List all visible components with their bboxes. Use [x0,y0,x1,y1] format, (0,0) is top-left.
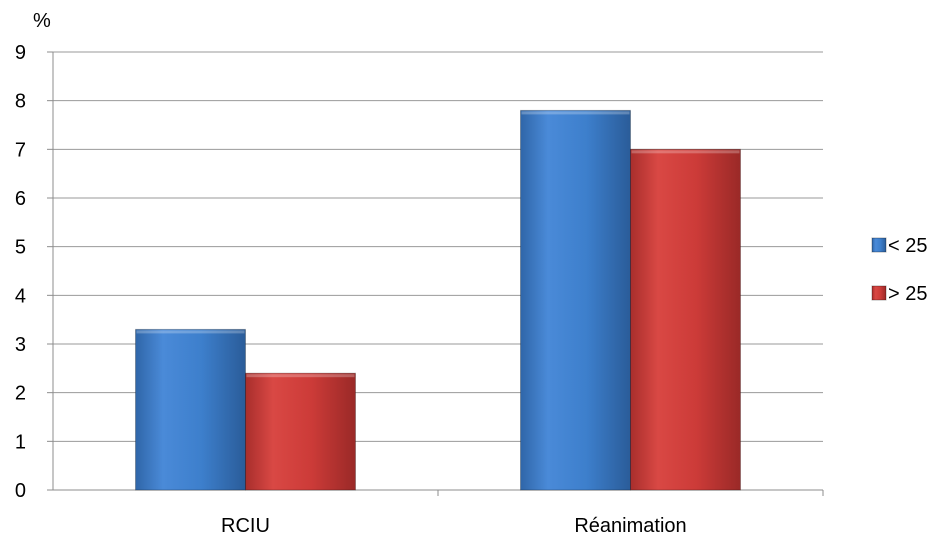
bar-highlight-1-1 [631,150,740,154]
labels: 0 1 2 3 4 5 6 7 8 9% RCIU Réanimation [15,10,687,537]
bar-0-1 [245,372,356,491]
legend-label-0: < 25 [888,235,927,257]
bars [135,109,741,491]
legend: < 25 > 25 [871,235,927,305]
ytick-label-9: 9 [15,42,26,64]
legend-label-1: > 25 [888,283,927,305]
ytick-label-4: 4 [15,285,26,307]
category-label-1: Réanimation [574,515,686,537]
y-unit-label: % [33,10,51,32]
ytick-label-7: 7 [15,139,26,161]
ytick-label-2: 2 [15,383,26,405]
bar-1-1 [630,148,741,491]
ytick-label-0: 0 [15,480,26,502]
ytick-label-8: 8 [15,91,26,113]
ytick-label-1: 1 [15,431,26,453]
bar-highlight-1-0 [521,111,630,115]
legend-swatch-0 [871,237,887,253]
bar-1-0 [520,109,631,491]
bar-highlight-0-0 [136,330,245,334]
category-label-0: RCIU [221,515,270,537]
ytick-label-6: 6 [15,188,26,210]
ytick-label-5: 5 [15,237,26,259]
bar-highlight-0-1 [246,374,355,378]
legend-swatch-1 [871,285,887,301]
ytick-label-3: 3 [15,334,26,356]
bar-0-0 [135,328,246,491]
